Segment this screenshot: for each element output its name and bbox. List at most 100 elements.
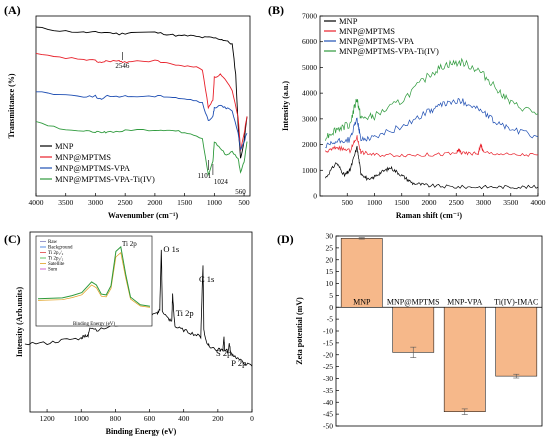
ftir-x-tick-label: 3000	[88, 198, 103, 207]
xps-inset-legend-entry: Sum	[48, 268, 57, 273]
raman-legend-entry: MNP@MPTMS-VPA	[339, 36, 415, 46]
raman-y-tick-label: 5000	[302, 63, 317, 72]
raman-y-tick-label: 3000	[302, 114, 317, 123]
ftir-legend-entry: MNP@MPTMS	[55, 152, 111, 162]
ftir-x-tick-label: 1500	[177, 198, 192, 207]
ftir-x-tick-label: 2500	[118, 198, 133, 207]
raman-y-tick-label: 6000	[302, 37, 317, 46]
ftir-series-line	[36, 91, 248, 151]
zeta-y-tick-label: -50	[323, 422, 333, 431]
ftir-annotation: 1101	[197, 172, 211, 180]
raman-series-line	[325, 145, 539, 190]
zeta-y-tick-label: -15	[323, 338, 333, 347]
xps-plot: 1200 1000 800 600 400 200 0 O 1s Ti 2p C 1s S 2pP …	[24, 231, 254, 423]
ftir-legend-entry: MNP	[55, 141, 74, 151]
zeta-bar	[495, 307, 538, 377]
zeta-y-tick-label: 15	[326, 267, 334, 276]
ftir-x-label: Wavenumber (cm⁻¹)	[108, 211, 179, 220]
zeta-y-tick-label: -40	[323, 398, 333, 407]
raman-x-tick-label: 2500	[449, 198, 464, 207]
zeta-category-label: Ti(IV)-IMAC	[494, 297, 538, 306]
xps-peak-label: P 2p	[231, 358, 246, 368]
xps-x-tick-label: 0	[250, 414, 254, 423]
raman-x-tick-label: 3500	[503, 198, 518, 207]
raman-y-label: Intensity (a.u.)	[281, 81, 290, 131]
zeta-y-tick-label: -10	[323, 327, 333, 336]
zeta-y-tick-label: 10	[326, 279, 334, 288]
ftir-x-tick-label: 4000	[29, 198, 44, 207]
raman-x-tick-label: 1000	[367, 198, 382, 207]
ftir-annotation: 2546	[115, 62, 130, 70]
xps-inset-frame	[35, 235, 153, 327]
ftir-legend-entry: MNP@MPTMS-VPA	[55, 163, 131, 173]
zeta-category-label: MNP	[353, 297, 371, 306]
raman-series-line	[325, 57, 539, 141]
zeta-y-tick-label: 30	[326, 232, 334, 241]
xps-peak-label: Ti 2p	[176, 308, 194, 318]
ftir-annotation: 560	[235, 188, 246, 196]
xps-y-label: Intensity (Arb.units)	[15, 287, 24, 358]
xps-peak-label: S 2p	[216, 348, 231, 358]
raman-y-tick-label: 2000	[302, 140, 317, 149]
ftir-series-line	[35, 52, 248, 151]
ftir-series-line	[35, 26, 248, 159]
zeta-bar	[340, 238, 383, 308]
raman-y-tick-label: 4000	[302, 89, 317, 98]
xps-inset-x-label: Binding Energy (eV)	[73, 322, 115, 327]
xps-x-tick-label: 800	[110, 414, 122, 423]
ftir-frame	[35, 15, 251, 197]
xps-inset-legend-entry: Raw	[48, 240, 58, 245]
xps-inset-legend-entry: Background	[48, 246, 73, 251]
raman-x-tick-label: 500	[342, 198, 354, 207]
zeta-y-tick-label: 25	[326, 243, 334, 252]
raman-plot: 500 1000 1500 2000 2500 3000 3500 4000 0 1000 2000…	[302, 12, 546, 208]
xps-x-tick-label: 1000	[74, 414, 89, 423]
xps-survey-line	[24, 249, 253, 367]
ftir-x-tick-label: 3500	[58, 198, 73, 207]
zeta-category-label: MNP@MPTMS	[387, 297, 440, 306]
xps-x-label: Binding Energy (eV)	[106, 427, 177, 436]
raman-legend-entry: MNP	[339, 16, 358, 26]
raman-series-line	[325, 135, 538, 158]
xps-inset-title: Ti 2p	[122, 240, 137, 248]
xps-frame	[29, 231, 253, 413]
zeta-y-tick-label: -30	[323, 374, 333, 383]
zeta-y-tick-label: -25	[323, 362, 333, 371]
xps-inset-legend-entry: Ti 2p₃/₂	[48, 257, 64, 262]
ftir-plot: 4000 3500 3000 2500 2000 1500 1000 500 2546 11011…	[29, 15, 251, 207]
zeta-y-tick-label: -5	[327, 315, 333, 324]
zeta-category-label: MNP-VPA	[447, 297, 482, 306]
zeta-y-tick-label: -45	[323, 410, 333, 419]
raman-x-tick-label: 2000	[422, 198, 437, 207]
raman-series-line	[325, 97, 539, 149]
zeta-y-label: Zeta potential (mV)	[295, 297, 304, 365]
panel-label-c: (C)	[4, 232, 21, 246]
xps-inset-fit-line	[37, 252, 151, 308]
zeta-y-tick-label: -20	[323, 350, 333, 359]
zeta-y-tick-label: 5	[329, 291, 333, 300]
raman-y-tick-label: 0	[313, 192, 317, 201]
xps-inset-line	[37, 245, 151, 307]
zeta-y-tick-label: 0	[329, 303, 333, 312]
raman-y-tick-label: 1000	[302, 166, 317, 175]
xps-peak-label: O 1s	[163, 244, 179, 254]
panel-label-d: (D)	[277, 232, 294, 246]
raman-legend-entry: MNP@MPTMS-VPA-Ti(IV)	[339, 46, 439, 56]
xps-inset-legend-entry: Satellite	[48, 262, 65, 267]
zeta-y-tick-label: 20	[326, 255, 334, 264]
xps-x-tick-label: 400	[178, 414, 190, 423]
ftir-y-label: Transmittance (%)	[7, 73, 16, 138]
xps-peak-label: C 1s	[199, 274, 214, 284]
xps-x-tick-label: 200	[212, 414, 224, 423]
raman-x-label: Raman shift (cm⁻¹)	[396, 211, 463, 220]
raman-x-tick-label: 3000	[476, 198, 491, 207]
zeta-y-tick-label: -35	[323, 386, 333, 395]
raman-legend-entry: MNP@MPTMS	[339, 26, 395, 36]
ftir-x-tick-label: 2000	[147, 198, 162, 207]
panel-label-b: (B)	[268, 3, 284, 17]
ftir-x-tick-label: 500	[238, 198, 250, 207]
panel-label-a: (A)	[4, 3, 21, 17]
ftir-annotation: 1024	[214, 178, 229, 186]
raman-y-tick-label: 7000	[302, 12, 317, 21]
